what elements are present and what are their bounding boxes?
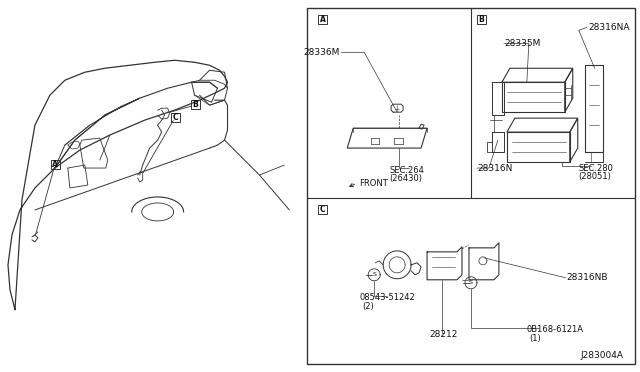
Text: 28316N: 28316N xyxy=(477,164,513,173)
Text: B: B xyxy=(479,15,484,24)
Text: 28335M: 28335M xyxy=(504,39,540,48)
Bar xyxy=(307,9,635,363)
Text: (28051): (28051) xyxy=(579,171,612,180)
Bar xyxy=(318,205,327,214)
Text: (1): (1) xyxy=(529,334,541,343)
Bar xyxy=(171,113,180,122)
Text: 0B168-6121A: 0B168-6121A xyxy=(527,325,584,334)
Text: C: C xyxy=(320,205,326,214)
Text: SEC.264: SEC.264 xyxy=(389,166,424,174)
Bar xyxy=(191,100,200,109)
Text: J283004A: J283004A xyxy=(580,351,623,360)
Text: SEC.280: SEC.280 xyxy=(579,164,614,173)
Bar xyxy=(477,15,486,24)
Text: B: B xyxy=(192,100,198,109)
Text: 28336M: 28336M xyxy=(303,48,339,57)
Text: 28212: 28212 xyxy=(430,330,458,339)
Text: A: A xyxy=(320,15,326,24)
Text: FRONT: FRONT xyxy=(359,179,388,187)
Bar xyxy=(318,15,327,24)
Text: (2): (2) xyxy=(362,302,374,311)
Text: A: A xyxy=(52,160,58,169)
Text: 08543-51242: 08543-51242 xyxy=(359,293,415,302)
Text: 28316NB: 28316NB xyxy=(567,273,608,282)
Bar xyxy=(51,160,60,169)
Text: C: C xyxy=(172,113,178,122)
Text: S: S xyxy=(469,280,473,285)
Text: (26430): (26430) xyxy=(389,173,422,183)
Text: S: S xyxy=(372,272,376,277)
Text: 28316NA: 28316NA xyxy=(589,23,630,32)
